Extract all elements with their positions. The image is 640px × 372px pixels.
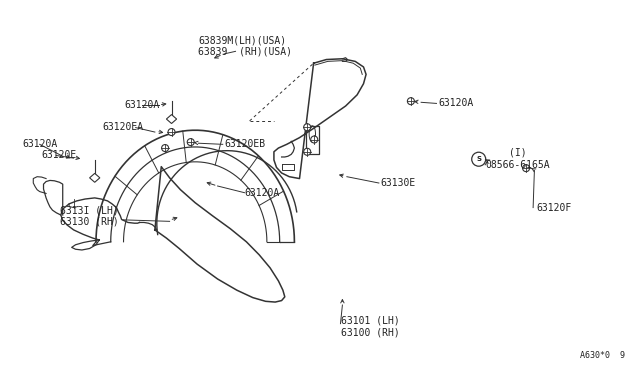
Text: A630*0  9: A630*0 9: [580, 351, 625, 360]
Polygon shape: [90, 173, 100, 182]
Text: 63120A: 63120A: [22, 140, 58, 149]
Text: 63120A: 63120A: [438, 99, 474, 108]
Circle shape: [304, 148, 310, 155]
Circle shape: [408, 98, 414, 105]
Text: 6313I (LH): 6313I (LH): [60, 205, 118, 215]
Circle shape: [472, 152, 486, 166]
Text: 63120EB: 63120EB: [224, 140, 265, 149]
Text: 63101 (LH): 63101 (LH): [341, 316, 400, 326]
Text: 63120A: 63120A: [125, 100, 160, 110]
Circle shape: [311, 136, 317, 143]
Circle shape: [168, 129, 175, 135]
Text: 63130 (RH): 63130 (RH): [60, 217, 118, 226]
Text: 63130E: 63130E: [380, 178, 415, 188]
Text: 63100 (RH): 63100 (RH): [341, 328, 400, 338]
Text: S: S: [476, 156, 481, 162]
Circle shape: [162, 145, 168, 151]
Text: 63120EA: 63120EA: [102, 122, 143, 132]
Circle shape: [188, 139, 194, 145]
Text: 63120F: 63120F: [536, 203, 572, 212]
Text: 08566-6165A: 08566-6165A: [485, 160, 550, 170]
Text: 63120E: 63120E: [42, 151, 77, 160]
Circle shape: [304, 124, 310, 131]
Text: 63839M(LH)(USA): 63839M(LH)(USA): [198, 35, 287, 45]
Polygon shape: [166, 115, 177, 124]
Text: 63120A: 63120A: [244, 188, 280, 198]
Circle shape: [523, 165, 529, 171]
Text: (I): (I): [509, 148, 527, 157]
Text: 63839  (RH)(USA): 63839 (RH)(USA): [198, 46, 292, 56]
